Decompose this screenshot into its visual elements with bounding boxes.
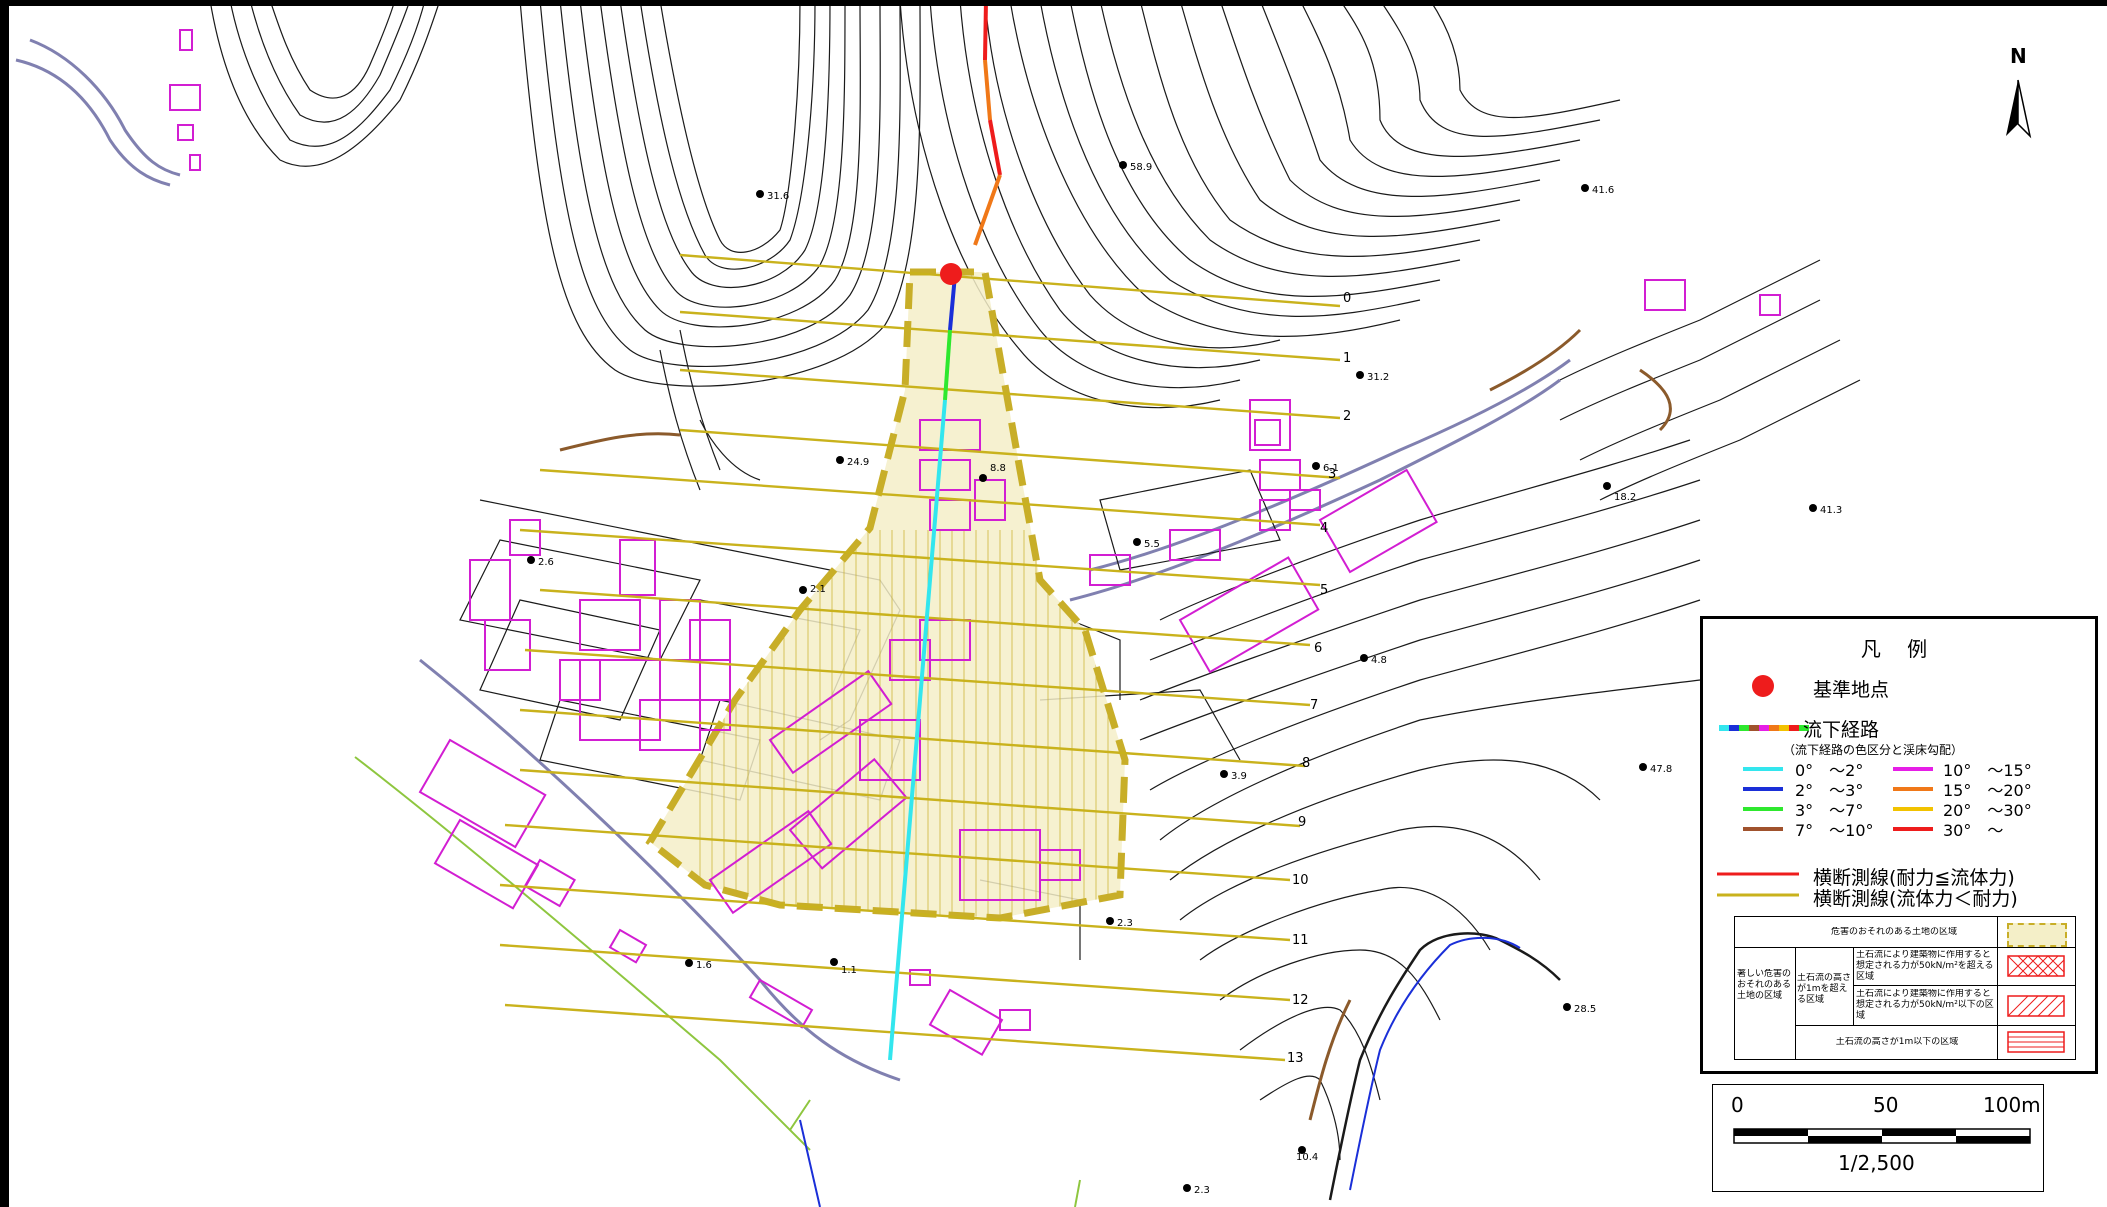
section-number: 4 — [1320, 521, 1328, 536]
section-number: 11 — [1292, 933, 1309, 948]
force-over-swatch — [2007, 955, 2065, 977]
grade-swatch — [1743, 767, 1783, 771]
cross-section-lines — [499, 253, 1341, 1062]
height-over-label: 土石流の高さが1mを超える区域 — [1797, 973, 1851, 1005]
force-under-swatch — [2007, 995, 2065, 1017]
contour-lines — [209, 0, 1861, 1161]
grade-label: 7° ～10° — [1795, 821, 1874, 840]
spot-height: 2.6 — [538, 557, 554, 568]
scale-ratio: 1/2,500 — [1838, 1151, 1915, 1175]
section-number: 9 — [1298, 815, 1306, 830]
grade-label: 10° ～15° — [1943, 761, 2032, 780]
spot-height: 18.2 — [1614, 492, 1636, 503]
zone-severe-label: 著しい危害のおそれのある土地の区域 — [1737, 969, 1792, 1001]
legend: 凡 例 基準地点 流下経路 （流下経路の色区分と渓床勾配） 0° ～2° 2° … — [1700, 616, 2098, 1074]
north-letter: N — [2010, 44, 2027, 68]
height-under-swatch — [2007, 1031, 2065, 1053]
flow-path-icon — [1719, 725, 1809, 731]
section-number: 10 — [1292, 873, 1309, 888]
hazard-zone-outline — [645, 268, 1129, 922]
section-number: 6 — [1314, 641, 1322, 656]
north-arrow-icon — [2006, 79, 2032, 139]
section-number: 5 — [1320, 583, 1328, 598]
reference-point-marker — [940, 263, 962, 285]
section-number: 0 — [1343, 291, 1351, 306]
legend-flow-path: 流下経路 — [1803, 719, 1880, 741]
spot-height: 31.6 — [767, 191, 789, 202]
map-frame-left — [0, 0, 9, 1207]
north-arrow: N — [1990, 44, 2050, 144]
grade-label: 30° ～ — [1943, 821, 2004, 840]
scale-bar-graphic — [1733, 1128, 2031, 1144]
legend-title: 凡 例 — [1860, 637, 1938, 661]
spot-height: 1.6 — [696, 960, 712, 971]
section-number: 2 — [1343, 409, 1351, 424]
height-under-label: 土石流の高さが1m以下の区域 — [1835, 1037, 1959, 1047]
grade-label: 2° ～3° — [1795, 781, 1864, 800]
legend-cross-section-red: 横断測線(耐力≦流体力) — [1813, 867, 2015, 889]
grade-label: 0° ～2° — [1795, 761, 1864, 780]
section-number: 7 — [1310, 698, 1318, 713]
spot-height: 41.3 — [1820, 505, 1842, 516]
legend-flow-path-note: （流下経路の色区分と渓床勾配） — [1783, 743, 1964, 757]
spot-height: 47.8 — [1650, 764, 1672, 775]
grade-swatch — [1893, 767, 1933, 771]
spot-height: 2.3 — [1194, 1185, 1210, 1196]
scale-bar: 0 50 100m 1/2,500 — [1712, 1084, 2044, 1192]
force-over-label: 土石流により建築物に作用すると想定される力が50kN/m²を超える区域 — [1856, 950, 1994, 982]
spot-height: 24.9 — [847, 457, 869, 468]
spot-height: 4.8 — [1371, 655, 1387, 666]
grade-swatch — [1893, 787, 1933, 791]
grade-swatch — [1893, 827, 1933, 831]
grade-swatch — [1743, 807, 1783, 811]
grade-label: 3° ～7° — [1795, 801, 1864, 820]
buildings — [169, 29, 1781, 1057]
section-number: 12 — [1292, 993, 1309, 1008]
spot-height: 2.3 — [1117, 918, 1133, 929]
scale-tick-0: 0 — [1731, 1093, 1744, 1117]
scale-tick-50: 50 — [1873, 1093, 1899, 1117]
spot-height: 10.4 — [1296, 1152, 1318, 1163]
spot-height: 5.5 — [1144, 539, 1160, 550]
grade-swatch — [1743, 827, 1783, 831]
spot-height: 28.5 — [1574, 1004, 1596, 1015]
spot-height: 6.1 — [1323, 463, 1339, 474]
section-number: 13 — [1287, 1051, 1304, 1066]
zone-hazard-swatch — [2007, 923, 2067, 947]
spot-height: 58.9 — [1130, 162, 1152, 173]
legend-cross-section-yellow: 横断測線(流体力＜耐力) — [1813, 888, 2018, 910]
section-number: 3 — [1328, 467, 1336, 482]
spot-height: 41.6 — [1592, 185, 1614, 196]
scale-tick-100: 100m — [1983, 1093, 2041, 1117]
grade-swatch — [1893, 807, 1933, 811]
section-number: 8 — [1302, 756, 1310, 771]
zone-hazard-label: 危害のおそれのある土地の区域 — [1830, 927, 1957, 937]
spot-height: 31.2 — [1367, 372, 1389, 383]
reference-point-icon — [1752, 675, 1774, 697]
section-number: 1 — [1343, 351, 1351, 366]
legend-reference-point: 基準地点 — [1813, 679, 1890, 701]
spot-height: 3.9 — [1231, 771, 1247, 782]
zone-table: 危害のおそれのある土地の区域 著しい危害のおそれのある土地の区域 土石流の高さが… — [1734, 916, 2076, 1060]
legend-symbols — [1717, 675, 1809, 897]
spot-height: 2.1 — [810, 584, 826, 595]
map-frame-top — [0, 0, 2107, 6]
force-under-label: 土石流により建築物に作用すると想定される力が50kN/m²以下の区域 — [1856, 989, 1994, 1021]
spot-height: 1.1 — [841, 965, 857, 976]
spot-height: 8.8 — [990, 463, 1006, 474]
grade-label: 20° ～30° — [1943, 801, 2032, 820]
grade-label: 15° ～20° — [1943, 781, 2032, 800]
grade-swatch — [1743, 787, 1783, 791]
